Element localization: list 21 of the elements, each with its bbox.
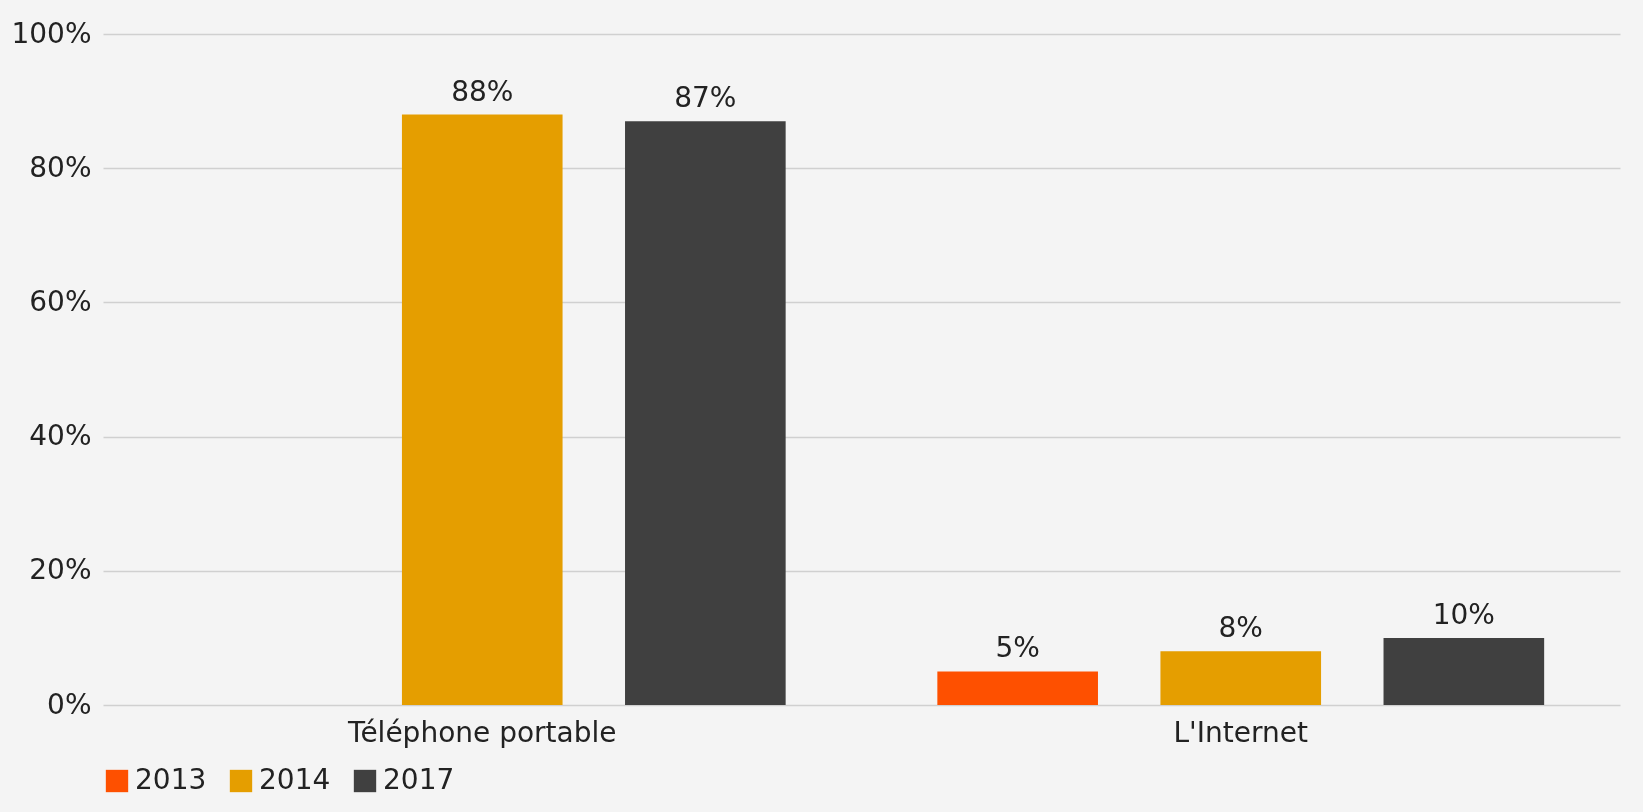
y-tick-label: 100% <box>11 16 92 50</box>
x-tick-label: Téléphone portable <box>347 715 617 749</box>
bar <box>1383 637 1545 705</box>
data-label: 8% <box>1218 611 1263 645</box>
y-tick-label: 0% <box>47 687 92 721</box>
bar <box>625 121 786 705</box>
legend-label: 2017 <box>383 763 455 796</box>
bar <box>1160 651 1322 705</box>
x-tick-label: L'Internet <box>1173 715 1309 749</box>
bar <box>937 671 1098 705</box>
data-label: 88% <box>451 74 514 108</box>
data-label: 10% <box>1432 597 1495 631</box>
data-label: 87% <box>674 81 737 115</box>
bar <box>401 114 563 705</box>
y-tick-label: 80% <box>29 150 92 184</box>
y-tick-label: 60% <box>29 284 92 318</box>
legend-label: 2014 <box>259 763 331 796</box>
y-tick-label: 40% <box>29 419 92 453</box>
data-label: 5% <box>995 631 1040 665</box>
y-tick-label: 20% <box>29 553 92 587</box>
legend-label: 2013 <box>135 763 207 796</box>
